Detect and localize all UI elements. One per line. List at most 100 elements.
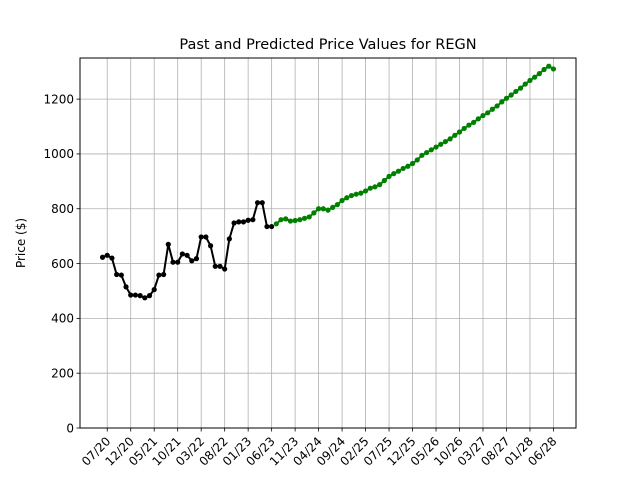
predicted-data-point — [287, 218, 294, 224]
predicted-data-point — [485, 110, 491, 116]
past-data-point — [146, 293, 153, 299]
past-data-point — [236, 219, 242, 225]
past-data-point — [123, 284, 129, 290]
predicted-data-point — [273, 221, 279, 227]
predicted-data-point — [452, 132, 458, 138]
predicted-data-point — [424, 149, 430, 156]
past-series-line — [102, 201, 272, 299]
y-tick-label: 0 — [66, 421, 74, 435]
y-tick-label: 800 — [51, 202, 74, 216]
past-data-point — [240, 219, 247, 225]
past-data-point — [109, 255, 115, 261]
past-data-point — [207, 243, 214, 249]
past-data-point — [212, 263, 218, 269]
past-data-point — [151, 286, 157, 293]
predicted-data-point — [503, 95, 510, 101]
predicted-data-point — [508, 92, 514, 98]
predicted-data-point — [536, 71, 542, 77]
predicted-data-point — [334, 202, 340, 208]
predicted-data-point — [522, 81, 528, 87]
predicted-data-point — [339, 197, 345, 204]
predicted-data-point — [513, 88, 519, 95]
past-data-point — [231, 220, 237, 226]
predicted-data-point — [311, 210, 317, 216]
predicted-data-point — [409, 160, 416, 167]
predicted-data-point — [438, 141, 444, 147]
y-tick-label: 1200 — [43, 92, 74, 106]
past-data-point — [193, 256, 200, 262]
past-data-point — [132, 292, 139, 298]
predicted-data-point — [367, 185, 373, 191]
predicted-data-point — [466, 122, 472, 128]
predicted-data-point — [541, 66, 547, 73]
predicted-data-point — [283, 216, 289, 222]
predicted-data-point — [358, 190, 364, 196]
past-data-point — [264, 223, 270, 230]
predicted-data-point — [297, 217, 303, 223]
predicted-data-point — [517, 85, 524, 91]
predicted-data-point — [391, 171, 397, 177]
chart-title: Past and Predicted Price Values for REGN — [179, 37, 476, 53]
predicted-data-point — [381, 177, 387, 184]
predicted-data-point — [527, 77, 533, 84]
predicted-data-point — [419, 152, 425, 158]
predicted-data-point — [494, 103, 500, 109]
predicted-data-point — [428, 147, 434, 153]
y-tick-label: 400 — [51, 312, 74, 326]
predicted-data-point — [353, 191, 359, 197]
past-data-point — [142, 295, 148, 301]
predicted-data-point — [461, 125, 467, 132]
predicted-data-point — [499, 99, 505, 105]
past-data-point — [179, 251, 185, 257]
predicted-data-point — [405, 163, 411, 169]
predicted-data-point — [456, 129, 463, 135]
past-data-point — [189, 258, 195, 264]
predicted-data-point — [278, 217, 284, 223]
predicted-data-point — [532, 74, 538, 80]
past-data-point — [137, 293, 143, 299]
predicted-data-point — [414, 157, 420, 163]
past-data-point — [254, 200, 261, 206]
predicted-data-point — [442, 138, 449, 145]
past-data-point — [114, 271, 120, 278]
past-data-point — [259, 200, 265, 206]
plot-frame — [79, 57, 577, 429]
past-data-point — [245, 217, 251, 223]
past-data-point — [250, 217, 256, 223]
predicted-data-point — [301, 215, 308, 221]
y-tick-label: 200 — [51, 366, 74, 380]
y-tick-label: 1000 — [43, 147, 74, 161]
past-data-point — [161, 271, 167, 278]
past-data-point — [175, 259, 181, 265]
past-data-point — [165, 241, 171, 247]
y-axis-label: Price ($) — [14, 218, 28, 268]
y-axis: 0 200 400 600 800 1000 1200 — [43, 92, 80, 435]
predicted-data-point — [330, 204, 336, 210]
predicted-data-point — [550, 66, 557, 72]
predicted-data-point — [344, 195, 350, 201]
predicted-data-point — [475, 116, 481, 122]
past-data-point — [198, 234, 204, 240]
predicted-data-point — [316, 206, 322, 212]
past-data-point — [203, 234, 209, 240]
past-data-point — [99, 254, 106, 260]
predicted-data-point — [320, 206, 326, 212]
past-data-point — [118, 272, 124, 278]
predicted-data-point — [400, 165, 406, 172]
past-data-point — [156, 272, 162, 278]
series-layer — [99, 63, 557, 301]
past-data-point — [222, 266, 228, 272]
past-data-point — [269, 223, 275, 230]
predicted-data-point — [489, 106, 495, 112]
grid-layer — [80, 58, 576, 429]
predicted-data-point — [372, 184, 378, 190]
past-data-point — [170, 259, 176, 265]
predicted-data-point — [348, 192, 355, 199]
predicted-series-line — [275, 65, 554, 225]
predicted-data-point — [325, 207, 331, 213]
predicted-data-point — [362, 188, 369, 194]
predicted-data-point — [447, 136, 453, 142]
past-data-point — [217, 263, 223, 269]
predicted-data-point — [433, 144, 439, 150]
